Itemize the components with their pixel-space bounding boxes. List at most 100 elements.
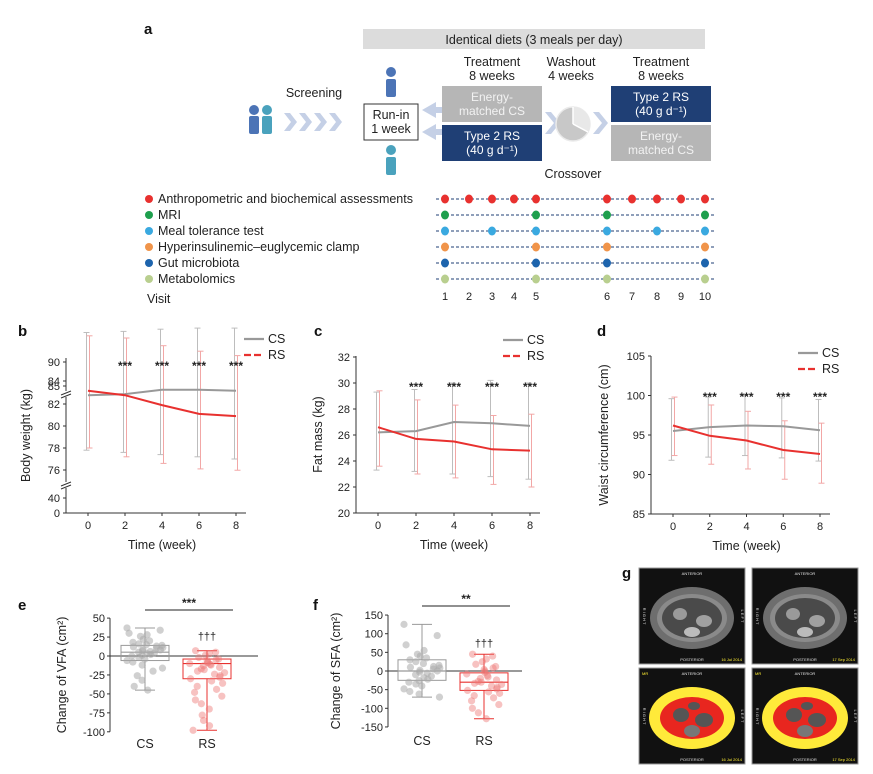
data-point-CS	[141, 655, 149, 663]
arrow-to-cs	[422, 102, 442, 118]
data-point-RS	[470, 692, 478, 700]
data-point-CS	[412, 658, 420, 666]
mri-spine-0	[684, 627, 700, 637]
y-tick-label: 95	[633, 430, 645, 442]
data-point-RS	[489, 652, 497, 660]
panel-label-b: b	[18, 323, 27, 340]
y-tick-label: -25	[89, 670, 105, 682]
chart-sfa-change: -150 -100 -50 0 50 100 150 Change of SFA (cm²) C…	[329, 592, 522, 748]
data-point-CS	[433, 631, 441, 640]
x-tick-label: 4	[743, 521, 749, 533]
visit-dot-4-10	[701, 258, 709, 268]
data-point-RS	[489, 694, 498, 702]
box-cs-period2-line1: Energy-	[640, 129, 682, 143]
category-label-RS: RS	[475, 734, 492, 748]
mri-viscera-1	[775, 598, 835, 638]
data-point-CS	[135, 653, 143, 662]
data-point-CS	[406, 663, 415, 671]
person-icon-bottom	[386, 145, 396, 155]
data-point-CS	[149, 667, 157, 675]
data-point-CS	[419, 659, 428, 668]
data-point-RS	[205, 722, 214, 730]
data-point-RS	[205, 650, 213, 658]
visit-dot-1-10	[701, 210, 709, 220]
visit-dot-5-6	[603, 274, 611, 284]
x-tick-label: 6	[196, 520, 202, 532]
mri-organ-1	[809, 615, 825, 627]
visit-dot-3-1	[441, 242, 449, 252]
screening-arrows	[284, 113, 342, 131]
data-point-CS	[128, 652, 136, 660]
mri-posterior-label: POSTERIOR	[793, 657, 817, 662]
mri-anterior-label: ANTERIOR	[682, 571, 703, 576]
y-tick-label: 22	[338, 482, 350, 494]
significance-stars: ***	[485, 380, 499, 394]
chart-vfa-change: -100 -75 -50 -25 0 25 50 Change of VFA (cm²) CS R…	[55, 596, 258, 751]
mri-left-label: L E F T	[853, 710, 858, 723]
x-tick-label: 6	[780, 521, 786, 533]
data-point-RS	[207, 661, 215, 669]
data-point-RS	[470, 679, 479, 687]
data-point-CS	[133, 672, 141, 680]
mri-mr-label: MR	[642, 671, 648, 676]
data-point-RS	[191, 696, 200, 704]
data-point-RS	[210, 670, 219, 678]
clock-icon	[555, 106, 591, 142]
panel-label-d: d	[597, 323, 606, 340]
data-point-RS	[477, 678, 485, 686]
axis-break-mark	[60, 481, 72, 487]
visit-dot-3-10	[701, 242, 709, 252]
y-tick-label: 90	[633, 470, 645, 482]
data-point-RS	[200, 666, 208, 674]
data-point-CS	[402, 641, 410, 649]
assessment-label-0: Anthropometric and biochemical assessmen…	[158, 192, 413, 206]
data-point-CS	[129, 658, 137, 666]
series-line-RS	[377, 426, 531, 452]
treatment1-line2: 8 weeks	[469, 69, 515, 83]
legend-label-RS: RS	[527, 349, 544, 363]
x-axis-label: Time (week)	[712, 539, 780, 553]
axis-break-mark	[60, 393, 72, 399]
y-tick-label: -100	[361, 703, 383, 715]
box-cs-period1-line2: matched CS	[459, 104, 525, 118]
mri-left-label: L E F T	[740, 710, 745, 723]
box-cs-period1	[442, 86, 542, 122]
mri-date-stamp: 17 Sep 2014	[832, 657, 855, 662]
person-body-top	[386, 79, 396, 97]
within-group-daggers: †††	[475, 638, 493, 650]
data-point-CS	[123, 656, 131, 665]
data-point-RS	[220, 669, 229, 677]
legend-dot-3	[145, 243, 153, 251]
visit-dot-0-7	[628, 194, 636, 204]
data-point-CS	[144, 686, 152, 694]
data-point-RS	[467, 697, 476, 705]
legend-label-CS: CS	[822, 346, 839, 360]
treatment1-line1: Treatment	[464, 55, 521, 69]
visit-dot-2-5	[532, 226, 540, 236]
data-point-RS	[481, 667, 489, 675]
mri-organ-3	[786, 708, 802, 722]
legend-dot-0	[145, 195, 153, 203]
box-rs-period1	[442, 125, 542, 161]
arrow-to-rs	[422, 124, 442, 140]
data-point-CS	[415, 690, 423, 698]
visit-dot-3-6	[603, 242, 611, 252]
mri-mr-label: MR	[755, 671, 761, 676]
data-point-RS	[195, 653, 203, 662]
data-point-CS	[400, 685, 408, 693]
y-tick-label: 82	[48, 399, 60, 411]
visit-number: 1	[442, 291, 448, 303]
axis-break-gap-1	[61, 482, 71, 488]
data-point-RS	[186, 659, 194, 668]
legend-label-CS: CS	[527, 333, 544, 347]
legend-label-RS: RS	[822, 362, 839, 376]
data-point-RS	[203, 656, 211, 665]
y-axis-label: Waist circumference (cm)	[597, 364, 611, 505]
legend-dot-4	[145, 259, 153, 267]
box-rs-period2-line1: Type 2 RS	[633, 90, 689, 104]
y-tick-label: 85	[48, 381, 60, 393]
data-point-CS	[435, 693, 444, 701]
panel-label-c: c	[314, 323, 322, 340]
